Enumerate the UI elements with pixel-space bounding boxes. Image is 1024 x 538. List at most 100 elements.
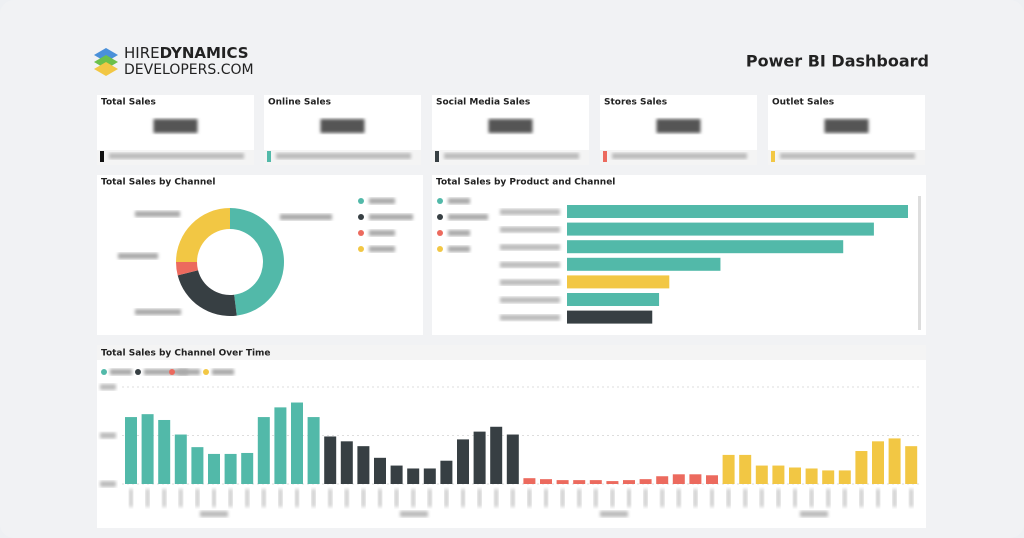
bar	[540, 479, 552, 484]
legend-dot	[358, 214, 364, 220]
donut-slice	[176, 208, 230, 262]
bar	[872, 441, 884, 484]
card-title: Online Sales	[268, 98, 331, 108]
legend-dot	[437, 230, 443, 236]
bar	[838, 470, 851, 484]
card-accent	[603, 151, 607, 162]
blurred-text	[826, 489, 831, 507]
bar	[772, 465, 785, 484]
blurred-text	[448, 214, 488, 220]
blurred-text	[780, 153, 915, 159]
blurred-text	[676, 489, 681, 507]
blurred-text	[859, 489, 864, 507]
legend-dot	[358, 198, 364, 204]
blurred-text	[612, 153, 747, 159]
bar	[158, 419, 171, 484]
blurred-text	[100, 384, 116, 390]
blurred-text	[444, 153, 579, 159]
bar	[905, 446, 918, 484]
blurred-text	[500, 314, 560, 321]
bar	[241, 452, 254, 484]
blurred-text	[295, 489, 299, 507]
bar	[174, 434, 187, 484]
card-title: Social Media Sales	[436, 98, 530, 108]
bar	[125, 417, 137, 484]
blurred-text	[344, 489, 349, 507]
blurred-text	[544, 489, 548, 507]
bar	[623, 480, 635, 484]
scrollbar	[918, 196, 921, 330]
blurred-text	[656, 119, 701, 133]
blurred-text	[135, 211, 180, 217]
bar	[340, 441, 353, 484]
blurred-text	[245, 489, 250, 507]
blurred-text	[369, 198, 395, 204]
blurred-text	[500, 209, 560, 215]
blurred-text	[500, 297, 560, 303]
blurred-text	[448, 198, 470, 204]
brand: HIREDYNAMICS	[124, 44, 249, 62]
blurred-text	[118, 253, 158, 259]
bar	[822, 470, 835, 484]
blurred-text	[369, 246, 395, 252]
bar	[523, 478, 536, 484]
bar	[755, 465, 768, 484]
legend-dot	[437, 198, 443, 204]
blurred-text	[643, 489, 648, 507]
bar	[191, 447, 204, 484]
bar	[888, 438, 901, 484]
donut-slice	[230, 208, 284, 316]
legend-dot	[135, 369, 141, 375]
logo	[94, 48, 118, 76]
blurred-text	[195, 489, 200, 507]
blurred-text	[153, 119, 198, 133]
bar	[423, 468, 436, 484]
bar	[567, 240, 844, 254]
blurred-text	[660, 489, 665, 507]
blurred-text	[444, 489, 449, 507]
blurred-text	[378, 489, 382, 507]
bar	[567, 310, 653, 324]
brand-a: HIRE	[124, 44, 160, 62]
card-accent	[435, 151, 439, 162]
legend-dot	[358, 246, 364, 252]
bar	[672, 474, 685, 484]
blurred-text	[369, 230, 395, 236]
bar	[324, 436, 337, 484]
blurred-text	[394, 489, 399, 507]
blurred-text	[793, 489, 797, 507]
legend-dot	[101, 369, 107, 375]
blurred-text	[311, 489, 316, 507]
blurred-text	[610, 489, 615, 507]
blurred-text	[228, 489, 233, 507]
blurred-text	[776, 489, 781, 507]
blurred-text	[510, 489, 515, 507]
chart-title: Total Sales by Channel Over Time	[101, 349, 271, 359]
blurred-text	[800, 511, 828, 517]
bar	[374, 457, 386, 484]
bar	[257, 417, 270, 484]
blurred-text	[369, 214, 413, 220]
legend-dot	[437, 246, 443, 252]
blurred-text	[200, 511, 228, 517]
bar	[208, 453, 220, 484]
bar	[722, 454, 735, 484]
brand-b: DYNAMICS	[160, 44, 249, 62]
blurred-text	[178, 369, 200, 375]
bar	[567, 275, 670, 289]
bar	[573, 480, 586, 484]
chart-header	[97, 345, 926, 360]
bar	[567, 293, 660, 306]
bar	[357, 446, 370, 484]
card-accent	[100, 151, 104, 162]
bar	[440, 460, 453, 484]
donut-slice	[176, 262, 199, 276]
card-title: Outlet Sales	[772, 98, 834, 108]
chart-title: Total Sales by Product and Channel	[436, 178, 615, 188]
blurred-text	[212, 489, 216, 507]
blurred-text	[162, 489, 167, 507]
blurred-text	[842, 489, 847, 507]
blurred-text	[461, 489, 465, 507]
bar	[291, 402, 303, 484]
